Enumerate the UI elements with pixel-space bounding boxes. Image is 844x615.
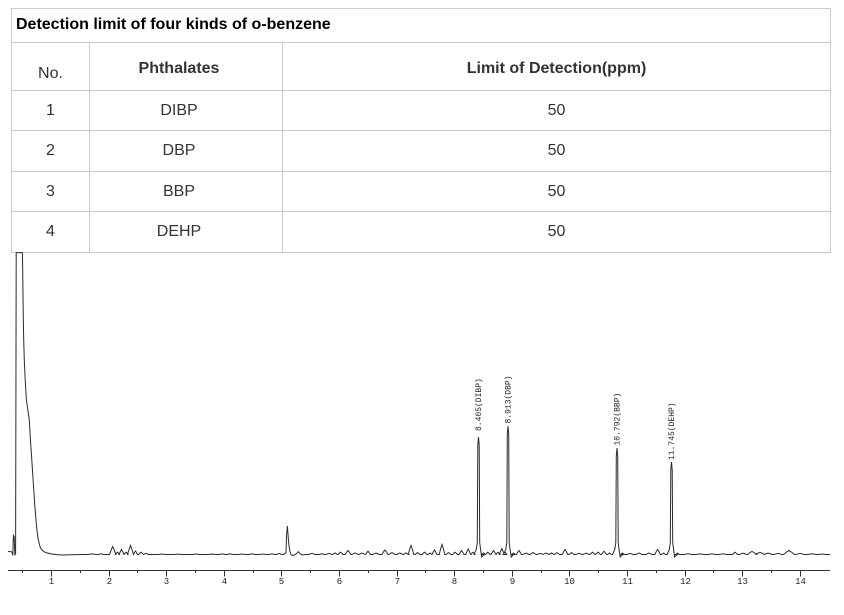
svg-text:10: 10: [564, 577, 575, 587]
svg-text:1: 1: [49, 577, 54, 587]
svg-text:9: 9: [510, 577, 515, 587]
svg-text:14: 14: [795, 577, 806, 587]
svg-text:4: 4: [222, 577, 227, 587]
svg-text:10.792(BBP): 10.792(BBP): [613, 393, 622, 446]
svg-text:8.405(DIBP): 8.405(DIBP): [475, 378, 484, 431]
svg-text:5: 5: [279, 577, 284, 587]
svg-text:11.745(DEHP): 11.745(DEHP): [668, 402, 677, 460]
svg-text:2: 2: [107, 577, 112, 587]
svg-text:13: 13: [737, 577, 748, 587]
svg-text:3: 3: [164, 577, 169, 587]
svg-text:12: 12: [680, 577, 691, 587]
svg-text:8: 8: [452, 577, 457, 587]
svg-text:7: 7: [395, 577, 400, 587]
svg-text:11: 11: [622, 577, 633, 587]
svg-text:6: 6: [337, 577, 342, 587]
svg-text:8.913(DBP): 8.913(DBP): [504, 375, 513, 423]
